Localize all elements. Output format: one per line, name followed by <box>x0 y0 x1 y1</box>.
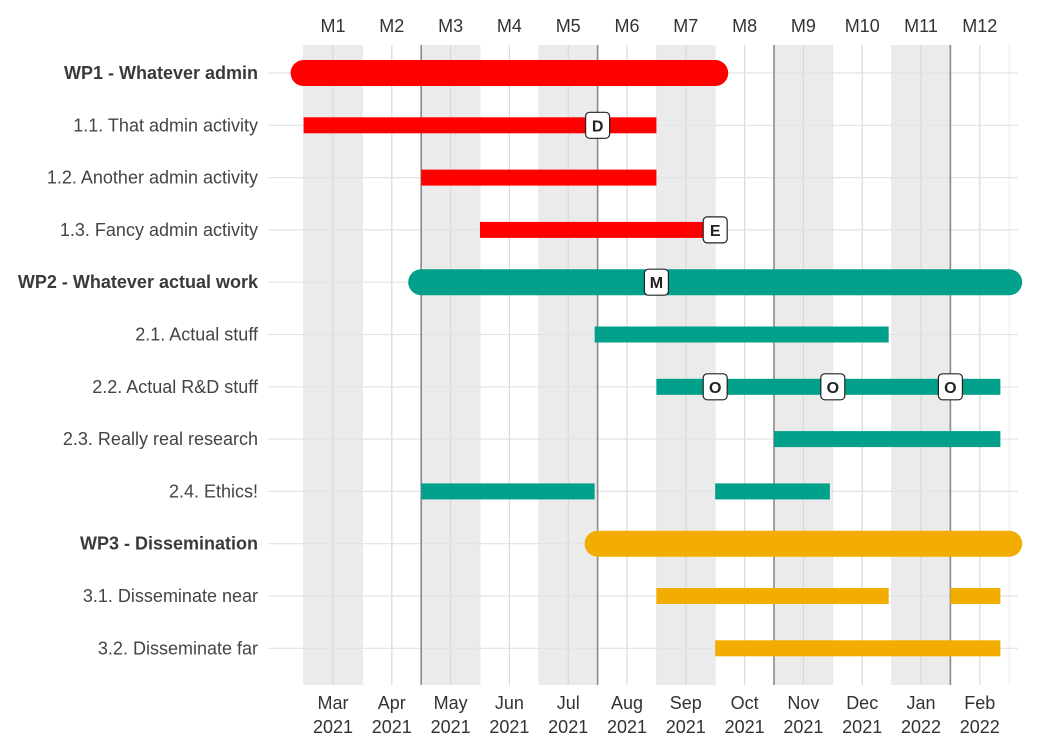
year-label-Dec: 2021 <box>842 717 882 737</box>
milestone-box <box>937 373 964 401</box>
task-label-8: 2.4. Ethics! <box>169 481 258 501</box>
task-label-6: 2.2. Actual R&D stuff <box>92 377 259 397</box>
year-label-Mar: 2021 <box>313 717 353 737</box>
period-label-M3: M3 <box>438 16 463 36</box>
period-label-M8: M8 <box>732 16 757 36</box>
task-label-5: 2.1. Actual stuff <box>135 325 259 345</box>
milestone-O-5: O <box>937 373 964 401</box>
period-label-M7: M7 <box>673 16 698 36</box>
task-bar-10-0 <box>656 588 889 604</box>
period-label-M11: M11 <box>904 16 938 36</box>
month-label-Feb: Feb <box>964 693 995 713</box>
year-label-Jul: 2021 <box>548 717 588 737</box>
task-label-10: 3.1. Disseminate near <box>83 586 258 606</box>
year-label-Jan: 2022 <box>901 717 941 737</box>
year-label-Apr: 2021 <box>372 717 412 737</box>
period-label-M4: M4 <box>497 16 522 36</box>
task-bar-5-0 <box>594 326 889 343</box>
task-label-1: 1.1. That admin activity <box>73 115 258 135</box>
year-label-Aug: 2021 <box>607 717 647 737</box>
task-bar-3-0 <box>480 221 713 238</box>
year-label-May: 2021 <box>431 717 471 737</box>
period-label-M9: M9 <box>791 16 816 36</box>
month-label-Nov: Nov <box>787 693 819 713</box>
period-label-M5: M5 <box>556 16 581 36</box>
milestone-O-4: O <box>820 373 846 401</box>
year-label-Sep: 2021 <box>666 717 706 737</box>
task-label-11: 3.2. Disseminate far <box>98 638 258 658</box>
wp-label-WP2: WP2 - Whatever actual work <box>18 272 259 292</box>
task-bar-7-0 <box>774 431 1001 448</box>
task-bar-8-0 <box>421 483 595 500</box>
task-bar-11-0 <box>715 640 1001 657</box>
milestone-label: O <box>827 380 839 397</box>
milestone-label: D <box>592 118 604 135</box>
year-label-Oct: 2021 <box>725 717 765 737</box>
month-label-Dec: Dec <box>846 693 878 713</box>
year-label-Feb: 2022 <box>960 717 1000 737</box>
milestone-O-3: O <box>702 373 728 401</box>
month-label-May: May <box>434 693 468 713</box>
period-label-M6: M6 <box>614 16 639 36</box>
month-label-Jun: Jun <box>495 693 524 713</box>
year-label-Nov: 2021 <box>783 717 823 737</box>
task-label-7: 2.3. Really real research <box>63 429 258 449</box>
task-bar-1-0 <box>303 117 657 134</box>
milestone-E-1: E <box>702 216 728 244</box>
period-label-M1: M1 <box>320 16 345 36</box>
month-label-Aug: Aug <box>611 693 643 713</box>
milestone-M-2: M <box>643 268 670 296</box>
task-label-3: 1.3. Fancy admin activity <box>60 220 258 240</box>
milestone-label: O <box>944 380 956 397</box>
task-label-2: 1.2. Another admin activity <box>47 168 258 188</box>
period-label-M10: M10 <box>845 16 880 36</box>
milestone-box <box>702 216 728 244</box>
milestone-label: O <box>709 380 721 397</box>
period-label-M12: M12 <box>962 16 997 36</box>
milestone-box <box>643 268 670 296</box>
month-label-Mar: Mar <box>318 693 349 713</box>
milestone-label: E <box>710 223 721 240</box>
task-bar-10-1 <box>950 588 1001 604</box>
year-label-Jun: 2021 <box>489 717 529 737</box>
month-label-Jul: Jul <box>557 693 580 713</box>
task-bar-2-0 <box>421 169 657 186</box>
month-label-Apr: Apr <box>378 693 406 713</box>
milestone-box <box>702 373 728 401</box>
month-label-Oct: Oct <box>731 693 759 713</box>
month-label-Jan: Jan <box>906 693 935 713</box>
task-bar-8-1 <box>715 483 830 500</box>
milestone-label: M <box>650 275 663 292</box>
milestone-box <box>584 111 611 139</box>
month-label-Sep: Sep <box>670 693 702 713</box>
milestone-box <box>820 373 846 401</box>
wp-label-WP3: WP3 - Dissemination <box>80 534 258 554</box>
period-label-M2: M2 <box>379 16 404 36</box>
wp-label-WP1: WP1 - Whatever admin <box>64 63 258 83</box>
milestone-D-0: D <box>584 111 611 139</box>
